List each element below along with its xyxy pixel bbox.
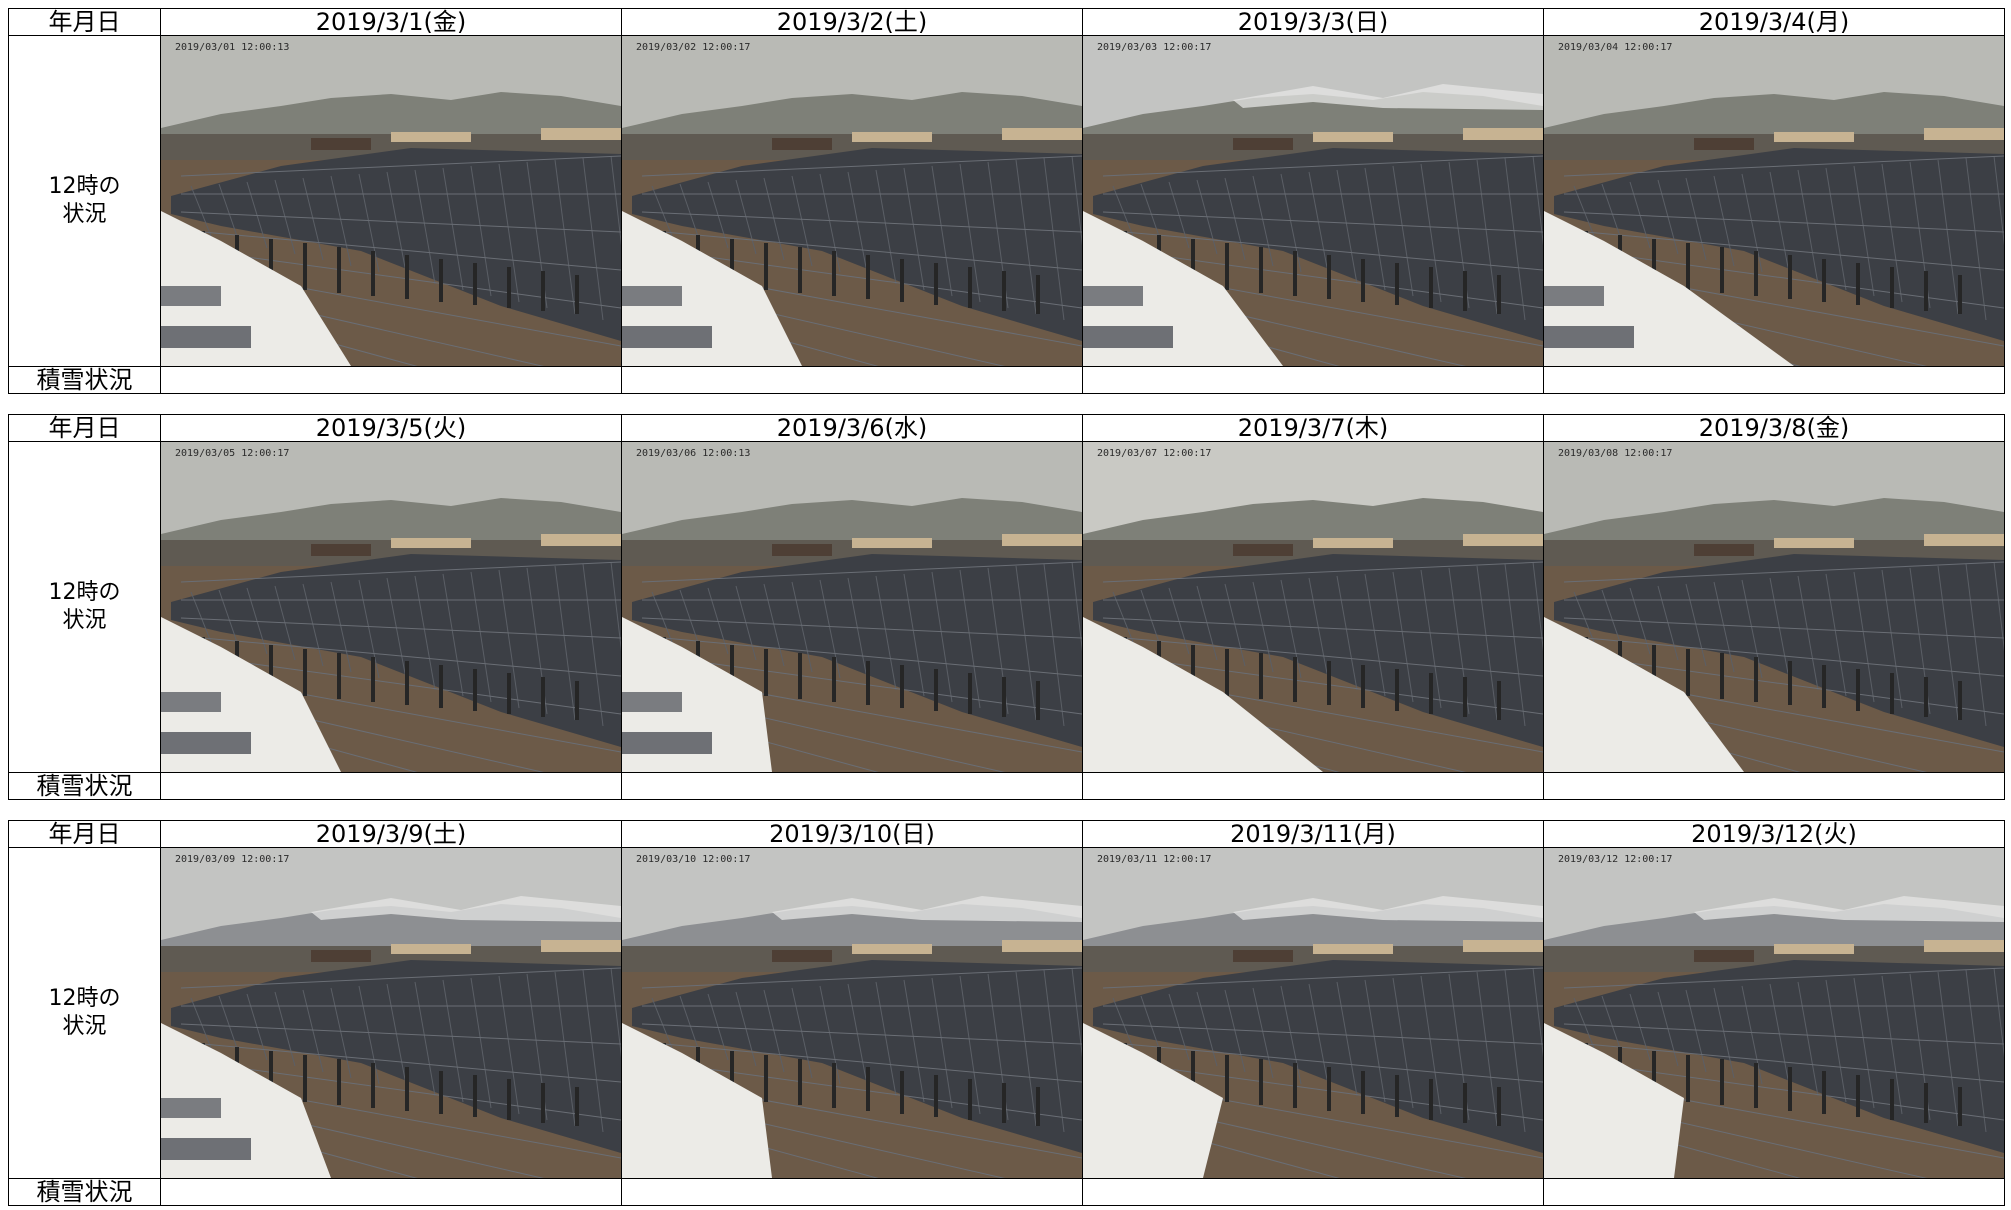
date-cell: 2019/3/12(火)	[1543, 820, 2005, 848]
snow-status-cell	[1082, 366, 1544, 394]
snow-status-cell	[621, 1178, 1083, 1206]
photo-cell: 2019/03/02 12:00:17	[621, 35, 1083, 367]
solar-array-camera-photo: 2019/03/03 12:00:17	[1083, 36, 1543, 366]
solar-array-camera-photo: 2019/03/05 12:00:17	[161, 442, 621, 772]
date-header-label: 年月日	[8, 8, 161, 36]
date-cell: 2019/3/8(金)	[1543, 414, 2005, 442]
camera-timestamp: 2019/03/12 12:00:17	[1558, 854, 1673, 865]
snow-status-cell	[1543, 366, 2005, 394]
photo-cell: 2019/03/07 12:00:17	[1082, 441, 1544, 773]
snow-status-label: 積雪状況	[8, 772, 161, 800]
report-table: 年月日 2019/3/1(金) 2019/3/2(土) 2019/3/3(日) …	[8, 8, 2005, 394]
noon-status-line2: 状況	[62, 608, 107, 633]
snow-status-cell	[1543, 772, 2005, 800]
snow-status-cell	[621, 366, 1083, 394]
camera-timestamp: 2019/03/10 12:00:17	[636, 854, 751, 865]
camera-timestamp: 2019/03/03 12:00:17	[1097, 42, 1212, 53]
week-block: 年月日 2019/3/1(金) 2019/3/2(土) 2019/3/3(日) …	[8, 8, 2005, 394]
noon-status-line2: 状況	[62, 1014, 107, 1039]
week-block: 年月日 2019/3/9(土) 2019/3/10(日) 2019/3/11(月…	[8, 820, 2005, 1206]
photo-cell: 2019/03/03 12:00:17	[1082, 35, 1544, 367]
solar-array-camera-photo: 2019/03/12 12:00:17	[1544, 848, 2004, 1178]
snow-status-label: 積雪状況	[8, 1178, 161, 1206]
photo-cell: 2019/03/11 12:00:17	[1082, 847, 1544, 1179]
camera-timestamp: 2019/03/04 12:00:17	[1558, 42, 1673, 53]
date-cell: 2019/3/10(日)	[621, 820, 1083, 848]
date-cell: 2019/3/6(水)	[621, 414, 1083, 442]
date-cell: 2019/3/4(月)	[1543, 8, 2005, 36]
photo-cell: 2019/03/12 12:00:17	[1543, 847, 2005, 1179]
photo-cell: 2019/03/04 12:00:17	[1543, 35, 2005, 367]
camera-timestamp: 2019/03/11 12:00:17	[1097, 854, 1212, 865]
solar-array-camera-photo: 2019/03/08 12:00:17	[1544, 442, 2004, 772]
snow-status-cell	[1082, 772, 1544, 800]
report-table: 年月日 2019/3/9(土) 2019/3/10(日) 2019/3/11(月…	[8, 820, 2005, 1206]
report-table: 年月日 2019/3/5(火) 2019/3/6(水) 2019/3/7(木) …	[8, 414, 2005, 800]
solar-array-camera-photo: 2019/03/07 12:00:17	[1083, 442, 1543, 772]
camera-timestamp: 2019/03/01 12:00:13	[175, 42, 290, 53]
camera-timestamp: 2019/03/09 12:00:17	[175, 854, 290, 865]
photo-cell: 2019/03/09 12:00:17	[160, 847, 622, 1179]
photo-cell: 2019/03/01 12:00:13	[160, 35, 622, 367]
camera-timestamp: 2019/03/06 12:00:13	[636, 448, 751, 459]
camera-timestamp: 2019/03/02 12:00:17	[636, 42, 751, 53]
snow-status-cell	[160, 1178, 622, 1206]
date-header-label: 年月日	[8, 414, 161, 442]
date-cell: 2019/3/2(土)	[621, 8, 1083, 36]
camera-timestamp: 2019/03/05 12:00:17	[175, 448, 290, 459]
noon-status-line1: 12時の	[48, 580, 121, 605]
solar-array-camera-photo: 2019/03/10 12:00:17	[622, 848, 1082, 1178]
solar-array-camera-photo: 2019/03/06 12:00:13	[622, 442, 1082, 772]
snow-status-cell	[1082, 1178, 1544, 1206]
snow-status-cell	[160, 772, 622, 800]
noon-status-label: 12時の 状況	[8, 847, 161, 1179]
photo-cell: 2019/03/05 12:00:17	[160, 441, 622, 773]
date-header-label: 年月日	[8, 820, 161, 848]
snow-status-cell	[621, 772, 1083, 800]
camera-timestamp: 2019/03/08 12:00:17	[1558, 448, 1673, 459]
noon-status-label: 12時の 状況	[8, 441, 161, 773]
date-cell: 2019/3/3(日)	[1082, 8, 1544, 36]
snow-status-cell	[160, 366, 622, 394]
date-cell: 2019/3/7(木)	[1082, 414, 1544, 442]
noon-status-line1: 12時の	[48, 986, 121, 1011]
date-cell: 2019/3/5(火)	[160, 414, 622, 442]
solar-array-camera-photo: 2019/03/04 12:00:17	[1544, 36, 2004, 366]
photo-cell: 2019/03/10 12:00:17	[621, 847, 1083, 1179]
solar-array-camera-photo: 2019/03/09 12:00:17	[161, 848, 621, 1178]
solar-array-camera-photo: 2019/03/02 12:00:17	[622, 36, 1082, 366]
date-cell: 2019/3/11(月)	[1082, 820, 1544, 848]
snow-status-cell	[1543, 1178, 2005, 1206]
noon-status-label: 12時の 状況	[8, 35, 161, 367]
date-cell: 2019/3/1(金)	[160, 8, 622, 36]
camera-timestamp: 2019/03/07 12:00:17	[1097, 448, 1212, 459]
noon-status-line1: 12時の	[48, 174, 121, 199]
date-cell: 2019/3/9(土)	[160, 820, 622, 848]
week-block: 年月日 2019/3/5(火) 2019/3/6(水) 2019/3/7(木) …	[8, 414, 2005, 800]
solar-array-camera-photo: 2019/03/01 12:00:13	[161, 36, 621, 366]
solar-array-camera-photo: 2019/03/11 12:00:17	[1083, 848, 1543, 1178]
noon-status-line2: 状況	[62, 202, 107, 227]
photo-cell: 2019/03/06 12:00:13	[621, 441, 1083, 773]
snow-status-label: 積雪状況	[8, 366, 161, 394]
photo-cell: 2019/03/08 12:00:17	[1543, 441, 2005, 773]
